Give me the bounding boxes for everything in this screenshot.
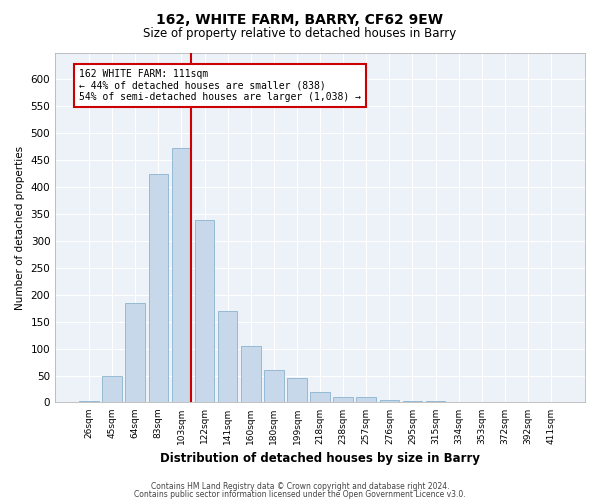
- Bar: [149, 174, 168, 402]
- X-axis label: Distribution of detached houses by size in Barry: Distribution of detached houses by size …: [160, 452, 480, 465]
- Bar: [218, 311, 238, 402]
- Text: Size of property relative to detached houses in Barry: Size of property relative to detached ho…: [143, 28, 457, 40]
- Bar: [103, 376, 122, 402]
- Bar: [356, 397, 376, 402]
- Bar: [264, 370, 284, 402]
- Y-axis label: Number of detached properties: Number of detached properties: [15, 146, 25, 310]
- Text: 162, WHITE FARM, BARRY, CF62 9EW: 162, WHITE FARM, BARRY, CF62 9EW: [157, 12, 443, 26]
- Bar: [334, 397, 353, 402]
- Bar: [310, 392, 330, 402]
- Bar: [241, 346, 260, 403]
- Text: 162 WHITE FARM: 111sqm
← 44% of detached houses are smaller (838)
54% of semi-de: 162 WHITE FARM: 111sqm ← 44% of detached…: [79, 68, 361, 102]
- Bar: [172, 148, 191, 403]
- Bar: [287, 378, 307, 402]
- Text: Contains public sector information licensed under the Open Government Licence v3: Contains public sector information licen…: [134, 490, 466, 499]
- Bar: [125, 303, 145, 402]
- Bar: [380, 400, 399, 402]
- Bar: [403, 401, 422, 402]
- Text: Contains HM Land Registry data © Crown copyright and database right 2024.: Contains HM Land Registry data © Crown c…: [151, 482, 449, 491]
- Bar: [79, 401, 99, 402]
- Bar: [195, 220, 214, 402]
